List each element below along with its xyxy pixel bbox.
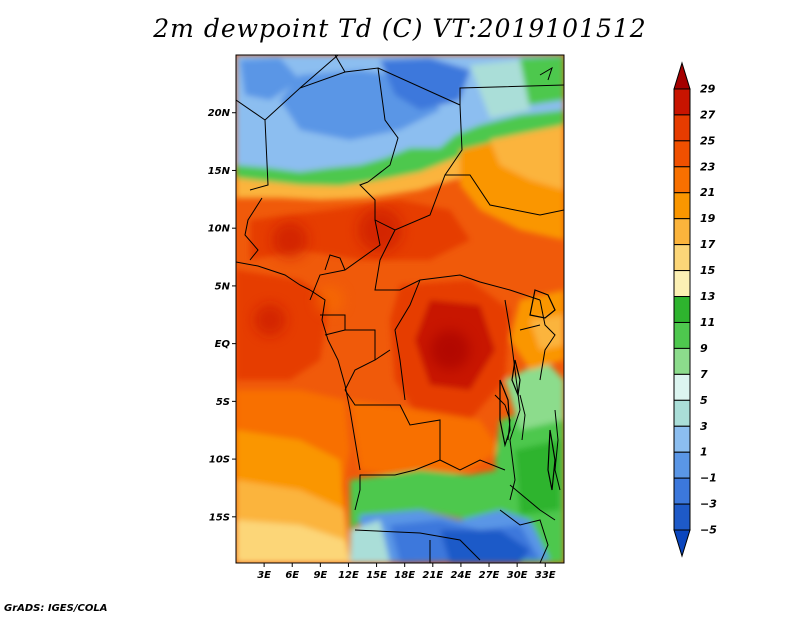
colorbar-label: 21	[700, 186, 715, 199]
colorbar-label: 13	[700, 290, 716, 303]
colorbar-bin	[673, 166, 691, 194]
credit-label: GrADS: IGES/COLA	[4, 603, 108, 614]
longitude-axis: 3E 6E 9E 12E 15E 18E 21E 24E 27E 30E 33E	[257, 563, 556, 581]
colorbar-label: 7	[700, 368, 708, 381]
lake-outlines	[499, 289, 556, 491]
colorbar-label: 25	[700, 134, 716, 147]
colorbar-label: 19	[700, 212, 716, 225]
latitude-axis: 20N 15N 10N 5N EQ 5S 10S 15S	[208, 108, 236, 523]
colorbar-bin	[673, 192, 691, 220]
lat-tick-label: 20N	[208, 108, 231, 119]
lon-tick-label: 30E	[507, 570, 528, 581]
colorbar-bin	[673, 373, 691, 401]
colorbar-label: 5	[700, 394, 708, 407]
colorbar-label: 9	[700, 342, 708, 355]
lon-tick-label: 9E	[313, 570, 327, 581]
lon-tick-label: 21E	[422, 570, 443, 581]
dewpoint-field	[236, 55, 564, 563]
lat-tick-label: 5N	[215, 281, 231, 292]
colorbar-label: 15	[700, 264, 716, 277]
colorbar-bin	[673, 477, 691, 505]
colorbar: 29 27 25 23 21 19 17 15 13 11 9 7 5 3 1 −1 −3 −5	[673, 61, 717, 558]
colorbar-bin	[673, 270, 691, 298]
lon-tick-label: 27E	[479, 570, 500, 581]
colorbar-label: 1	[700, 446, 708, 459]
colorbar-label: 3	[700, 420, 708, 433]
colorbar-bin	[673, 218, 691, 246]
map-title: 2m dewpoint Td (C) VT:2019101512	[153, 14, 647, 43]
lon-tick-label: 12E	[338, 570, 359, 581]
colorbar-label: 27	[700, 108, 716, 121]
lon-tick-label: 24E	[451, 570, 472, 581]
lon-tick-label: 18E	[394, 570, 415, 581]
lon-tick-label: 33E	[535, 570, 556, 581]
colorbar-top-arrow	[673, 61, 691, 90]
lat-tick-label: EQ	[215, 339, 231, 350]
lat-tick-label: 10S	[209, 455, 230, 466]
colorbar-bin	[673, 244, 691, 272]
colorbar-bin	[673, 399, 691, 427]
colorbar-bin	[673, 296, 691, 323]
colorbar-bin	[673, 140, 691, 168]
colorbar-bin	[673, 347, 691, 375]
colorbar-label: −3	[700, 498, 717, 511]
colorbar-label: 11	[700, 316, 715, 329]
lat-tick-label: 10N	[208, 224, 231, 235]
lon-tick-label: 6E	[285, 570, 299, 581]
map-frame	[235, 54, 565, 564]
colorbar-label: −1	[700, 472, 717, 485]
colorbar-bin	[673, 114, 691, 142]
lon-tick-label: 3E	[257, 570, 271, 581]
colorbar-bin	[673, 88, 691, 116]
colorbar-label: 29	[700, 82, 716, 95]
colorbar-bin	[673, 503, 691, 531]
colorbar-bottom-arrow	[673, 529, 691, 558]
lat-tick-label: 15N	[208, 166, 231, 177]
colorbar-bin	[673, 451, 691, 479]
colorbar-label: −5	[700, 524, 717, 537]
colorbar-bin	[673, 321, 691, 349]
colorbar-label: 17	[700, 238, 716, 251]
country-borders	[236, 55, 564, 563]
colorbar-label: 23	[700, 160, 716, 173]
colorbar-bin	[673, 425, 691, 453]
lon-tick-label: 15E	[366, 570, 387, 581]
lat-tick-label: 5S	[216, 397, 230, 408]
lat-tick-label: 15S	[209, 512, 230, 523]
